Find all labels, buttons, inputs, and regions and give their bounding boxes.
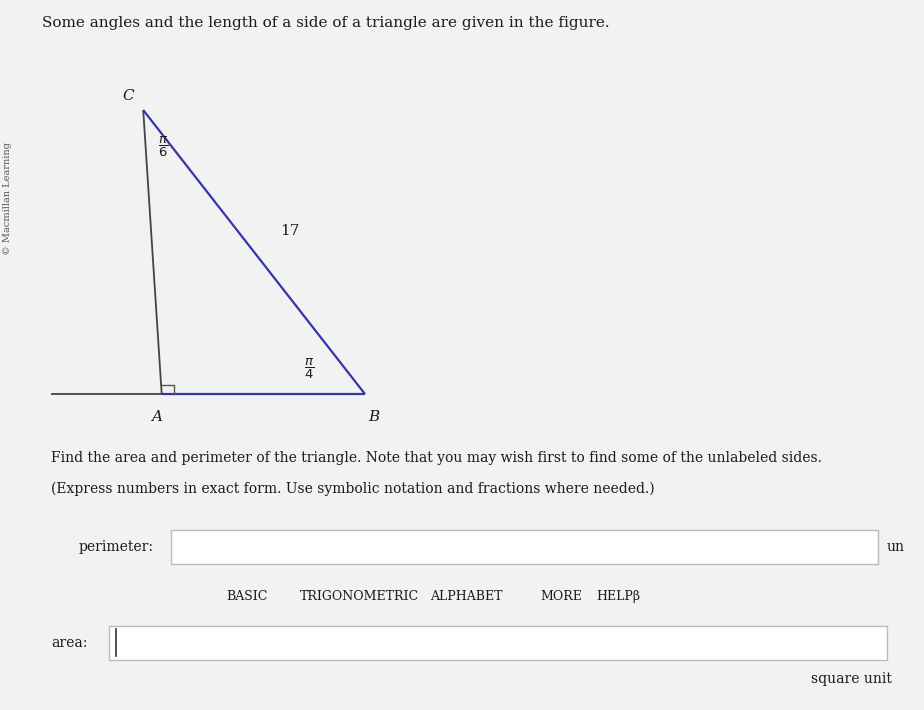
Text: TRIGONOMETRIC: TRIGONOMETRIC [300, 590, 419, 603]
Text: C: C [122, 89, 134, 103]
Text: Some angles and the length of a side of a triangle are given in the figure.: Some angles and the length of a side of … [42, 16, 609, 30]
Text: perimeter:: perimeter: [79, 540, 153, 554]
Text: $\dfrac{\pi}{6}$: $\dfrac{\pi}{6}$ [158, 135, 168, 159]
Text: area:: area: [51, 635, 87, 650]
Text: © Macmillan Learning: © Macmillan Learning [3, 143, 12, 255]
Text: un: un [887, 540, 905, 554]
Text: B: B [369, 410, 380, 424]
Text: A: A [152, 410, 163, 424]
Text: Find the area and perimeter of the triangle. Note that you may wish first to fin: Find the area and perimeter of the trian… [51, 451, 821, 465]
Text: ALPHABET: ALPHABET [430, 590, 502, 603]
FancyBboxPatch shape [109, 626, 887, 660]
Text: 17: 17 [280, 224, 299, 238]
Text: $\dfrac{\pi}{4}$: $\dfrac{\pi}{4}$ [304, 357, 315, 381]
Text: (Express numbers in exact form. Use symbolic notation and fractions where needed: (Express numbers in exact form. Use symb… [51, 481, 654, 496]
Text: MORE: MORE [541, 590, 582, 603]
Text: BASIC: BASIC [226, 590, 268, 603]
FancyBboxPatch shape [171, 530, 878, 564]
Text: HELPβ: HELPβ [596, 590, 640, 603]
Text: square unit: square unit [810, 672, 892, 687]
